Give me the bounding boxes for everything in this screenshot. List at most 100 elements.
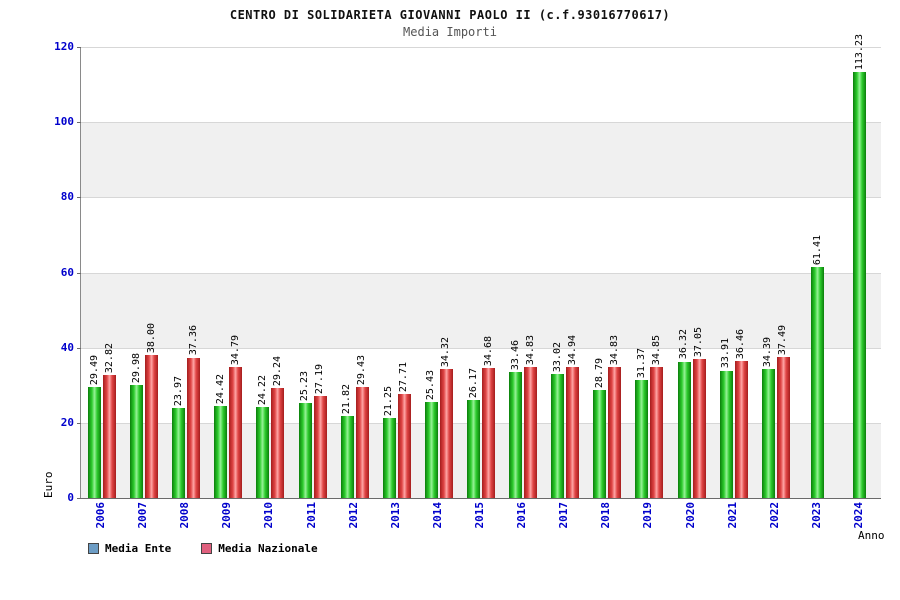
- bar-media-ente: [853, 72, 867, 498]
- bar-media-ente: [130, 385, 144, 498]
- gridline: [81, 197, 881, 199]
- bar-value-label: 33.46: [509, 340, 521, 371]
- y-tick-mark: [77, 47, 81, 48]
- bar-value-label: 33.02: [551, 341, 563, 372]
- bar-value-label: 113.23: [853, 34, 865, 71]
- gridline: [81, 122, 881, 124]
- x-tick-label: 2017: [557, 502, 571, 529]
- bar-value-label: 29.43: [356, 355, 368, 386]
- bar-media-ente: [677, 361, 691, 498]
- grid-band: [81, 122, 881, 198]
- x-tick-label: 2024: [851, 502, 865, 529]
- bar-value-label: 37.36: [187, 325, 199, 356]
- grid-band: [81, 197, 881, 273]
- bar-value-label: 28.79: [593, 357, 605, 388]
- bar-value-label: 61.41: [811, 235, 823, 266]
- bar-media-nazionale: [482, 367, 495, 498]
- gridline: [81, 272, 881, 274]
- x-tick-label: 2012: [346, 502, 360, 529]
- grid-band: [81, 272, 881, 348]
- gridline: [81, 422, 881, 424]
- x-tick-label: 2018: [599, 502, 613, 529]
- y-tick-label: 0: [67, 491, 74, 504]
- bar-media-nazionale: [439, 369, 453, 498]
- bar-media-ente: [719, 370, 733, 498]
- grid-band: [81, 422, 881, 498]
- chart-title: CENTRO DI SOLIDARIETA GIOVANNI PAOLO II …: [229, 8, 671, 22]
- y-tick-label: 120: [54, 40, 74, 53]
- bar-value-label: 34.85: [650, 334, 662, 366]
- bar-media-ente: [593, 389, 607, 498]
- x-tick-label: 2022: [767, 502, 781, 529]
- bar-media-nazionale: [313, 395, 327, 498]
- bar-media-ente: [635, 380, 649, 498]
- bar-value-label: 34.79: [229, 335, 241, 366]
- bar-value-label: 23.97: [172, 375, 184, 406]
- bar-media-nazionale: [271, 388, 285, 498]
- bar-media-ente: [214, 406, 228, 498]
- x-tick-label: 2023: [809, 502, 823, 529]
- bar-media-ente: [811, 267, 825, 498]
- bar-value-label: 21.25: [383, 386, 395, 417]
- y-tick-label: 40: [60, 340, 74, 354]
- bar-media-nazionale: [776, 357, 790, 498]
- bar-value-label: 34.68: [482, 335, 494, 366]
- bar-value-label: 34.32: [440, 336, 452, 368]
- bar-value-label: 34.94: [566, 334, 578, 365]
- bar-value-label: 25.23: [299, 371, 311, 402]
- bar-media-ente: [382, 418, 396, 498]
- x-tick-label: 2014: [430, 502, 444, 529]
- x-axis-ticks: 2006 2007 2008 2009 2010 2011 2012 2013 2014 2015…: [80, 500, 880, 546]
- bar-value-label: 26.17: [467, 367, 479, 398]
- legend: Media Ente Media Nazionale: [88, 542, 318, 555]
- bar-value-label: 36.46: [735, 328, 747, 359]
- legend-label-media-nazionale: Media Nazionale: [218, 542, 318, 555]
- bar-media-ente: [298, 403, 312, 498]
- x-tick-label: 2010: [262, 502, 276, 529]
- x-tick-label: 2011: [304, 502, 318, 529]
- x-tick-label: 2009: [220, 502, 234, 529]
- bar-media-ente: [551, 373, 565, 498]
- bar-media-nazionale: [566, 366, 580, 498]
- bar-value-label: 25.43: [425, 370, 437, 401]
- bar-value-label: 24.42: [214, 374, 226, 405]
- bar-media-nazionale: [145, 355, 159, 498]
- x-tick-label: 2016: [515, 502, 529, 529]
- x-tick-label: 2021: [725, 502, 739, 529]
- y-tick-label: 100: [54, 115, 74, 129]
- y-tick-mark: [77, 498, 81, 499]
- bar-value-label: 24.22: [256, 374, 268, 405]
- bar-value-label: 31.37: [635, 348, 647, 379]
- bar-media-ente: [340, 416, 354, 498]
- bar-media-ente: [761, 368, 775, 498]
- bar-value-label: 27.19: [314, 363, 326, 394]
- y-tick-mark: [77, 347, 81, 349]
- y-tick-mark: [77, 122, 81, 124]
- gridline: [81, 347, 881, 349]
- x-axis-label: Anno: [858, 529, 885, 542]
- x-tick-label: 2015: [473, 502, 486, 529]
- y-tick-mark: [77, 422, 81, 424]
- bar-value-label: 34.83: [524, 335, 536, 366]
- bar-value-label: 34.39: [762, 336, 774, 367]
- bar-value-label: 32.82: [103, 342, 115, 373]
- y-tick-label: 80: [60, 190, 74, 204]
- bar-media-nazionale: [103, 374, 117, 498]
- bar-media-nazionale: [187, 357, 201, 498]
- bar-value-label: 38.00: [145, 323, 157, 354]
- x-tick-label: 2008: [178, 502, 192, 529]
- legend-item-media-nazionale: Media Nazionale: [201, 542, 318, 555]
- chart-subtitle: Media Importi: [403, 25, 497, 39]
- bar-value-label: 29.24: [271, 356, 283, 387]
- bar-media-ente: [256, 406, 270, 498]
- x-tick-label: 2006: [94, 502, 108, 529]
- bar-value-label: 21.82: [341, 383, 353, 414]
- bar-media-ente: [172, 407, 186, 498]
- y-axis-ticks: 0 20 40 60 80 100 120: [0, 40, 74, 504]
- x-tick-label: 2013: [388, 502, 402, 529]
- bar-media-ente: [88, 387, 102, 498]
- bar-media-ente: [467, 399, 480, 498]
- y-tick-mark: [77, 272, 81, 274]
- grid-band: [81, 347, 881, 423]
- x-tick-label: 2019: [641, 502, 655, 529]
